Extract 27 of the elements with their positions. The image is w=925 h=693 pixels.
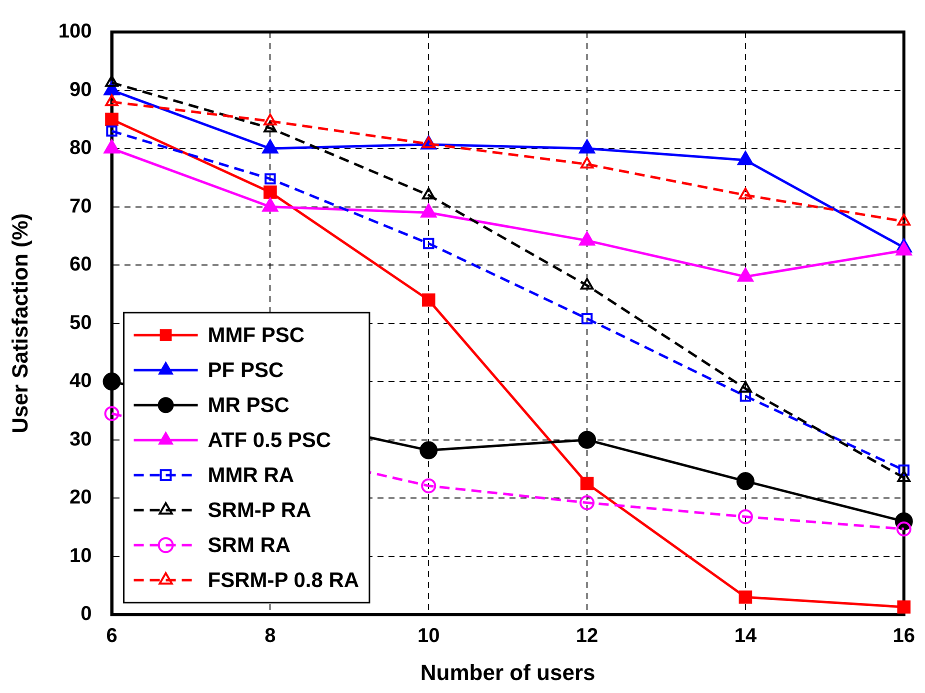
y-tick-label: 50 [70,312,92,334]
legend-label: SRM-P RA [208,498,312,522]
x-tick-label: 14 [734,625,758,648]
x-tick-label: 6 [106,625,118,648]
legend-label: SRM RA [208,534,291,557]
x-tick-label: 16 [892,625,915,648]
y-tick-label: 30 [70,428,92,450]
x-tick-label: 8 [264,625,276,648]
x-axis-title: Number of users [420,660,596,685]
y-tick-label: 60 [70,254,92,276]
x-tick-label: 10 [417,625,440,648]
legend-label: FSRM-P 0.8 RA [208,568,360,592]
legend-label: MMF PSC [208,324,305,347]
y-axis-title: User Satisfaction (%) [7,213,32,434]
legend-label: MMR RA [208,464,294,487]
x-tick-label: 12 [576,625,598,648]
y-tick-label: 20 [70,486,92,509]
legend-label: MR PSC [208,394,290,417]
y-tick-label: 80 [70,137,92,160]
y-tick-label: 40 [70,370,92,392]
y-tick-label: 100 [58,20,92,43]
legend-label: ATF 0.5 PSC [208,428,332,452]
legend-label: PF PSC [208,358,284,382]
y-tick-label: 70 [70,195,92,218]
y-tick-label: 0 [80,603,92,626]
y-tick-label: 10 [70,544,92,567]
y-tick-label: 90 [70,78,92,101]
